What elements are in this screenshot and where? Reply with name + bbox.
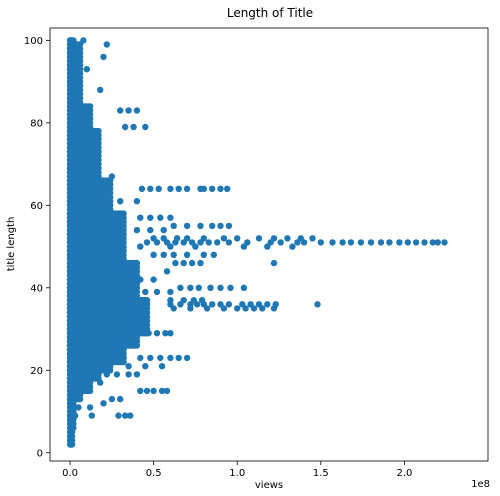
- data-point: [95, 128, 101, 134]
- data-point: [87, 103, 93, 109]
- chart-title: Length of Title: [227, 6, 313, 20]
